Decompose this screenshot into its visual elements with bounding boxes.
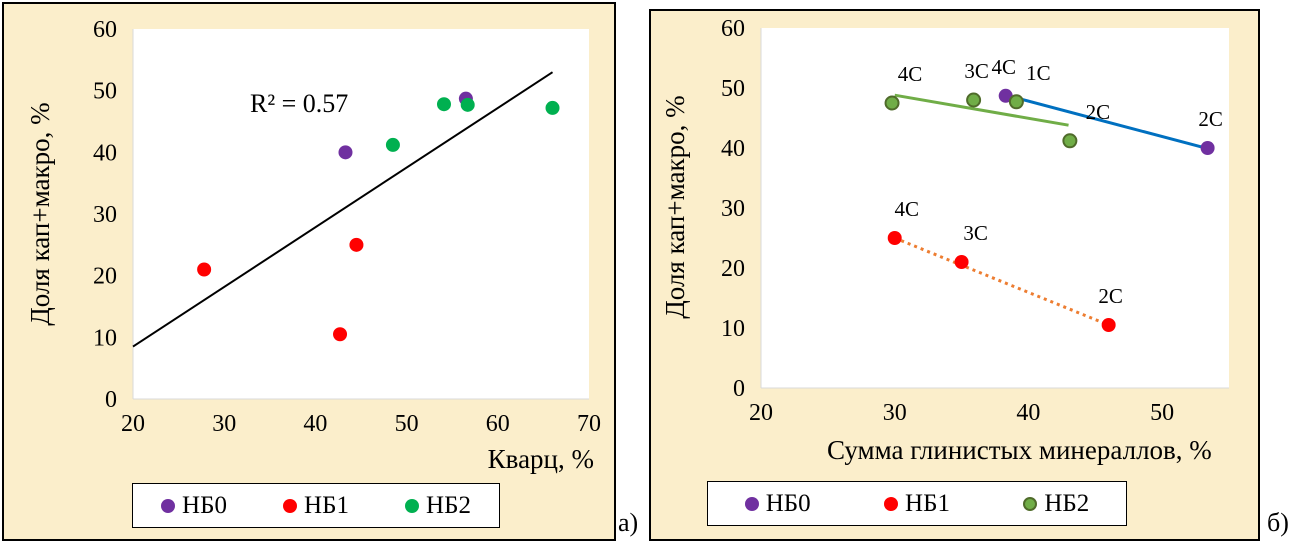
trendline [1014,96,1208,151]
legend-label-nb1: НБ1 [905,489,950,517]
x-tick-label: 50 [1150,400,1174,426]
scatter-plot-a: 20 30 40 50 60 70 0 10 20 30 40 50 60 Кварц, % Доля ка… [25,17,601,474]
legend-label-nb0: НБ0 [765,489,811,517]
data-point-нб1 [887,231,902,245]
x-tick-label: 30 [212,411,236,437]
chart-panel-b: 20 30 40 50 0 10 20 30 40 50 60 Сумма глинистых мин… [649,9,1260,541]
x-tick-label: 40 [303,411,327,437]
y-tick-label: 0 [733,376,745,402]
panel-label-b: б) [1267,508,1289,537]
legend-label-nb2: НБ2 [1044,489,1090,517]
data-point-нб1 [349,237,364,252]
legend-marker-nb2 [1023,496,1038,511]
data-point-нб0 [998,88,1013,103]
data-point-нб1 [1101,318,1116,332]
legend-label-nb1: НБ1 [304,491,349,519]
data-label: 2C [1086,100,1111,124]
legend-b: НБ0 НБ1 НБ2 [707,481,1127,526]
y-axis-title: Доля кап+макро, % [660,95,690,318]
x-tick-label: 70 [577,411,601,437]
r-squared-annotation: R² = 0.57 [250,89,348,118]
legend-item-nb1: НБ1 [283,492,349,520]
data-label: 4C [991,55,1016,79]
data-label: 3C [964,59,989,83]
data-point-нб2 [1008,94,1024,110]
x-tick-label: 20 [749,400,773,426]
y-tick-label: 10 [93,325,117,351]
data-point-нб0 [338,145,353,160]
y-tick-label: 20 [93,264,117,290]
legend-item-nb0: НБ0 [744,489,811,518]
data-point-нб1 [197,262,212,277]
legend-item-nb1: НБ1 [884,490,950,518]
data-label: 1C [1026,61,1051,85]
y-tick-label: 50 [93,79,117,105]
y-tick-label: 0 [105,387,117,413]
legend-marker-nb1 [884,496,899,511]
data-point-нб0 [1200,141,1215,155]
data-label: 4C [894,197,919,221]
data-point-нб2 [1062,133,1078,149]
data-point-нб1 [954,255,969,269]
legend-marker-nb2 [405,498,420,513]
scatter-plot-b: 20 30 40 50 0 10 20 30 40 50 60 Сумма глинистых мин… [660,16,1229,465]
legend-a: НБ0 НБ1 НБ2 [132,483,500,528]
chart-panel-a: 20 30 40 50 60 70 0 10 20 30 40 50 60 Кварц, % Доля ка… [2,2,616,541]
y-axis-title: Доля кап+макро, % [25,102,55,325]
y-tick-label: 60 [721,16,745,42]
trendline [894,93,1069,127]
x-tick-label: 20 [121,411,145,437]
legend-marker-nb0 [161,498,176,513]
y-tick-label: 10 [721,316,745,342]
y-tick-label: 60 [93,17,117,43]
x-tick-label: 60 [486,411,510,437]
y-tick-label: 30 [721,196,745,222]
panel-label-a: а) [618,508,639,537]
legend-marker-nb0 [744,496,759,511]
data-point-нб2 [460,97,475,112]
legend-item-nb2: НБ2 [1023,490,1089,518]
y-tick-label: 20 [721,256,745,282]
legend-item-nb0: НБ0 [161,492,227,520]
y-tick-label: 40 [721,136,745,162]
data-point-нб2 [966,92,982,108]
y-tick-label: 50 [721,76,745,102]
data-point-нб2 [436,97,451,112]
legend-label-nb0: НБ0 [182,491,227,519]
x-tick-label: 30 [883,400,907,426]
legend-item-nb2: НБ2 [405,492,471,520]
x-axis-title: Кварц, % [488,444,594,474]
plot-area [761,28,1229,388]
x-tick-label: 40 [1016,400,1040,426]
data-point-нб2 [884,95,900,111]
legend-label-nb2: НБ2 [426,491,471,519]
plot-area [133,29,589,399]
trendline [132,71,554,348]
y-tick-label: 40 [93,140,117,166]
x-axis-title: Сумма глинистых минераллов, % [827,435,1212,465]
data-point-нб1 [333,327,348,342]
y-tick-label: 30 [93,202,117,228]
data-point-нб2 [545,100,560,115]
data-label: 4C [898,62,923,86]
data-label: 3C [963,221,988,245]
data-label: 2C [1098,284,1123,308]
data-point-нб2 [385,137,400,152]
legend-marker-nb1 [283,498,298,513]
data-label: 2C [1198,107,1223,131]
x-tick-label: 50 [395,411,419,437]
